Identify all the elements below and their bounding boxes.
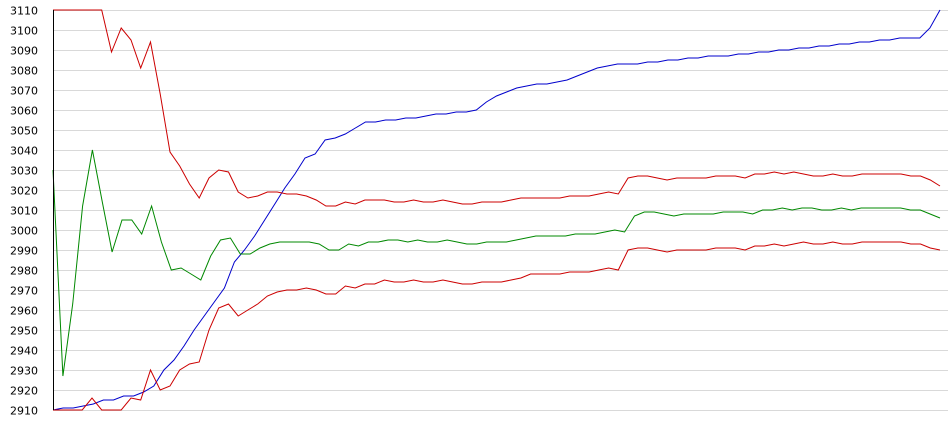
y-tick-label: 3070: [10, 85, 38, 98]
y-tick-label: 2960: [10, 305, 38, 318]
y-tick-label: 2910: [10, 405, 38, 418]
y-tick-label: 3040: [10, 145, 38, 158]
y-tick-label: 3010: [10, 205, 38, 218]
y-tick-label: 3090: [10, 45, 38, 58]
y-tick-label: 2970: [10, 285, 38, 298]
y-tick-label: 3060: [10, 105, 38, 118]
y-tick-label: 3100: [10, 25, 38, 38]
y-tick-labels: 2910 2920 2930 2940 2950 2960 2970 2980 2990 3000…: [10, 5, 38, 418]
y-tick-label: 3080: [10, 65, 38, 78]
y-tick-label: 2980: [10, 265, 38, 278]
y-tick-label: 2940: [10, 345, 38, 358]
series-line-2: [52, 149, 941, 377]
y-tick-label: 3110: [10, 5, 38, 18]
y-tick-label: 2950: [10, 325, 38, 338]
grid-lines: [53, 10, 948, 411]
series-lines: [52, 9, 941, 411]
y-tick-label: 3020: [10, 185, 38, 198]
y-tick-label: 2920: [10, 385, 38, 398]
y-tick-label: 2990: [10, 245, 38, 258]
series-line-3: [53, 9, 941, 207]
series-line-4: [53, 241, 941, 411]
y-tick-label: 3000: [10, 225, 38, 238]
y-tick-label: 3050: [10, 125, 38, 138]
y-tick-label: 2930: [10, 365, 38, 378]
y-tick-label: 3030: [10, 165, 38, 178]
series-line-1: [52, 9, 941, 411]
